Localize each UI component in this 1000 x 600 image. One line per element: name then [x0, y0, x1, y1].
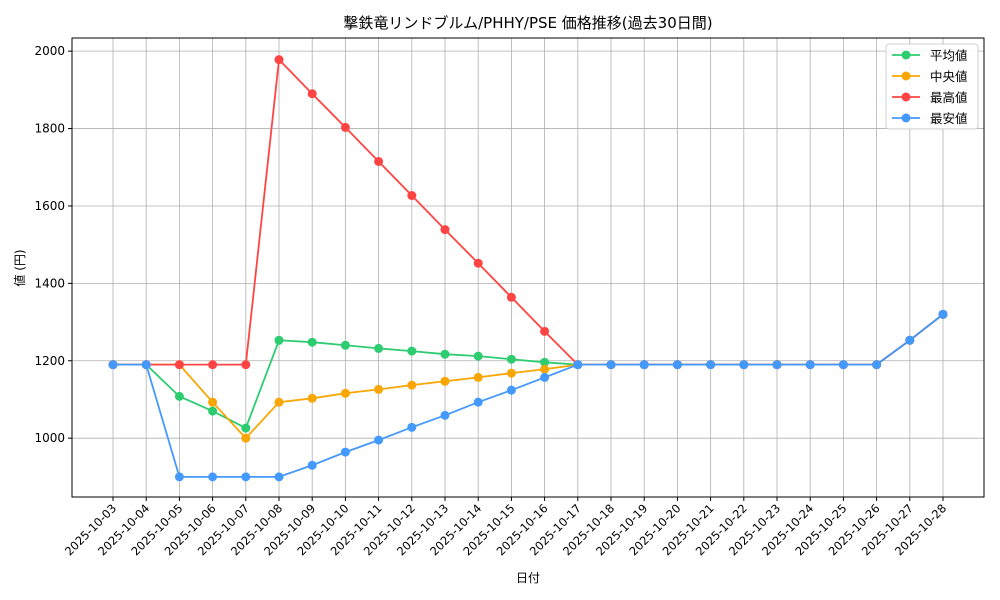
legend-marker [901, 71, 911, 81]
data-point [540, 364, 550, 374]
data-point [506, 292, 516, 302]
data-point [174, 360, 184, 370]
plot-frame [71, 37, 985, 498]
data-point [506, 385, 516, 395]
data-point [340, 447, 350, 457]
data-point [440, 349, 450, 359]
y-tick-label: 1000 [34, 431, 65, 445]
chart-title: 撃鉄竜リンドブルム/PHHY/PSE 価格推移(過去30日間) [343, 14, 712, 32]
y-tick-label: 1200 [34, 354, 65, 368]
data-point [672, 360, 682, 370]
y-tick-label: 2000 [34, 44, 65, 58]
data-point [241, 360, 251, 370]
data-point [506, 368, 516, 378]
data-point [407, 346, 417, 356]
data-point [938, 309, 948, 319]
data-point [805, 360, 815, 370]
y-tick-label: 1600 [34, 199, 65, 213]
legend-marker [901, 113, 911, 123]
data-point [208, 406, 218, 416]
data-point [374, 435, 384, 445]
data-point [374, 384, 384, 394]
data-point [838, 360, 848, 370]
data-point [208, 397, 218, 407]
data-point [374, 343, 384, 353]
legend-label: 平均値 [930, 48, 968, 63]
x-axis-label: 日付 [516, 571, 540, 585]
data-point [506, 354, 516, 364]
data-point [208, 472, 218, 482]
data-point [307, 393, 317, 403]
y-axis-label: 値 (円) [12, 249, 27, 286]
data-point [540, 326, 550, 336]
data-point [340, 388, 350, 398]
data-point [440, 410, 450, 420]
data-point [440, 225, 450, 235]
data-point [606, 360, 616, 370]
data-point [241, 423, 251, 433]
data-point [274, 397, 284, 407]
data-point [473, 351, 483, 361]
data-point [108, 360, 118, 370]
data-point [340, 122, 350, 132]
data-point [706, 360, 716, 370]
data-point [639, 360, 649, 370]
data-point [307, 337, 317, 347]
data-point [374, 156, 384, 166]
data-point [473, 258, 483, 268]
y-tick-label: 1400 [34, 276, 65, 290]
data-point [473, 397, 483, 407]
data-point [407, 380, 417, 390]
data-point [905, 335, 915, 345]
legend-label: 最安値 [930, 111, 968, 126]
data-point [772, 360, 782, 370]
legend-box [885, 43, 979, 130]
data-point [174, 391, 184, 401]
data-point [307, 89, 317, 99]
data-point [241, 472, 251, 482]
legend-label: 中央値 [930, 69, 968, 84]
data-point [274, 55, 284, 65]
data-point [241, 433, 251, 443]
y-tick-label: 1800 [34, 122, 65, 136]
data-point [208, 360, 218, 370]
data-point [540, 372, 550, 382]
data-point [540, 357, 550, 367]
data-point [440, 376, 450, 386]
data-point [739, 360, 749, 370]
data-point [407, 422, 417, 432]
series-3 [108, 309, 948, 482]
data-point [872, 360, 882, 370]
data-point [174, 472, 184, 482]
data-point [141, 360, 151, 370]
legend-label: 最高値 [930, 90, 968, 105]
data-point [573, 360, 583, 370]
data-point [274, 335, 284, 345]
data-point [307, 460, 317, 470]
legend-marker [901, 92, 911, 102]
data-point [340, 340, 350, 350]
data-point [407, 191, 417, 201]
data-point [274, 472, 284, 482]
series-line [113, 313, 944, 478]
data-point [473, 372, 483, 382]
legend-marker [901, 50, 911, 60]
